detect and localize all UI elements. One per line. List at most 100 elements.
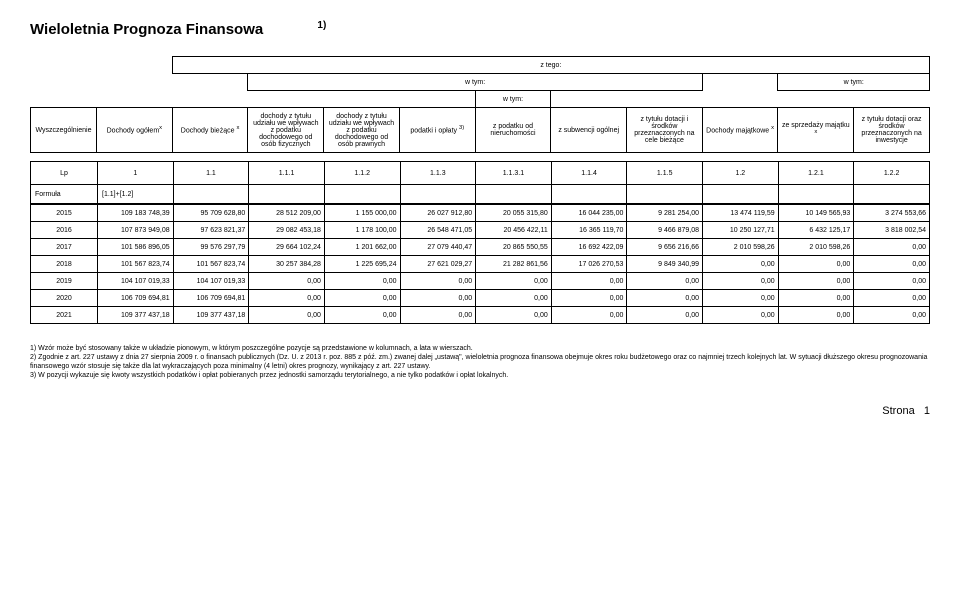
hdr-col5: podatki i opłaty 3) bbox=[399, 108, 475, 153]
data-cell: 9 466 879,08 bbox=[627, 222, 703, 239]
data-table: 2015109 183 748,3995 709 628,8028 512 20… bbox=[30, 204, 930, 324]
lp-cell: 1.1.5 bbox=[627, 162, 703, 185]
data-cell: 0,00 bbox=[324, 273, 400, 290]
footnote-2: 2) Zgodnie z art. 227 ustawy z dnia 27 s… bbox=[30, 353, 930, 371]
hdr-col9: Dochody majątkowe x bbox=[702, 108, 778, 153]
table-row: 2016107 873 949,0897 623 821,3729 082 45… bbox=[31, 222, 930, 239]
data-cell: 6 432 125,17 bbox=[778, 222, 854, 239]
page-number: Strona 1 bbox=[30, 405, 930, 417]
data-cell: 0,00 bbox=[854, 290, 930, 307]
data-cell: 0,00 bbox=[551, 307, 627, 324]
data-cell: 28 512 209,00 bbox=[249, 205, 325, 222]
table-row: 2018101 567 823,74101 567 823,7430 257 3… bbox=[31, 256, 930, 273]
lp-cell: 1.1.2 bbox=[324, 162, 400, 185]
data-cell: 0,00 bbox=[703, 307, 779, 324]
data-cell: 9 281 254,00 bbox=[627, 205, 703, 222]
data-cell: 106 709 694,81 bbox=[98, 290, 174, 307]
data-cell: 16 365 119,70 bbox=[551, 222, 627, 239]
data-cell: 0,00 bbox=[778, 273, 854, 290]
data-cell: 0,00 bbox=[476, 290, 552, 307]
data-cell: 97 623 821,37 bbox=[173, 222, 249, 239]
data-cell: 0,00 bbox=[324, 290, 400, 307]
lp-cell: 1.1.3.1 bbox=[476, 162, 552, 185]
data-cell: 1 201 662,00 bbox=[324, 239, 400, 256]
hdr-col3: dochody z tytułu udziału we wpływach z p… bbox=[248, 108, 324, 153]
data-cell: 21 282 861,56 bbox=[476, 256, 552, 273]
header-z-tego: z tego: bbox=[172, 57, 929, 74]
data-cell: 29 082 453,18 bbox=[249, 222, 325, 239]
data-cell: 101 586 896,05 bbox=[98, 239, 174, 256]
table-row: 2019104 107 019,33104 107 019,330,000,00… bbox=[31, 273, 930, 290]
lp-cell: Lp bbox=[31, 162, 98, 185]
table-row: 2015109 183 748,3995 709 628,8028 512 20… bbox=[31, 205, 930, 222]
data-cell: 9 849 340,99 bbox=[627, 256, 703, 273]
data-cell: 2019 bbox=[31, 273, 98, 290]
data-cell: 10 149 565,93 bbox=[778, 205, 854, 222]
data-cell: 0,00 bbox=[551, 290, 627, 307]
data-cell: 109 183 748,39 bbox=[98, 205, 174, 222]
data-cell: 95 709 628,80 bbox=[173, 205, 249, 222]
header-w-tym-1: w tym: bbox=[248, 74, 702, 91]
data-cell: 104 107 019,33 bbox=[98, 273, 174, 290]
lp-cell: 1.2.1 bbox=[778, 162, 854, 185]
data-cell: 16 692 422,09 bbox=[551, 239, 627, 256]
data-cell: 0,00 bbox=[703, 273, 779, 290]
lp-cell: 1.2.2 bbox=[854, 162, 930, 185]
data-cell: 3 818 002,54 bbox=[854, 222, 930, 239]
data-cell: 109 377 437,18 bbox=[173, 307, 249, 324]
data-cell: 0,00 bbox=[854, 239, 930, 256]
data-cell: 0,00 bbox=[551, 273, 627, 290]
data-cell: 0,00 bbox=[703, 256, 779, 273]
data-cell: 0,00 bbox=[703, 290, 779, 307]
lp-cell: 1.1.3 bbox=[400, 162, 476, 185]
data-cell: 0,00 bbox=[778, 290, 854, 307]
hdr-col7: z subwencji ogólnej bbox=[551, 108, 627, 153]
data-cell: 107 873 949,08 bbox=[98, 222, 174, 239]
data-cell: 9 656 216,66 bbox=[627, 239, 703, 256]
data-cell: 0,00 bbox=[476, 307, 552, 324]
data-cell: 0,00 bbox=[249, 307, 325, 324]
data-cell: 26 027 912,80 bbox=[400, 205, 476, 222]
data-cell: 0,00 bbox=[249, 273, 325, 290]
data-cell: 109 377 437,18 bbox=[98, 307, 174, 324]
data-cell: 0,00 bbox=[627, 290, 703, 307]
data-cell: 3 274 553,66 bbox=[854, 205, 930, 222]
data-cell: 2018 bbox=[31, 256, 98, 273]
data-cell: 99 576 297,79 bbox=[173, 239, 249, 256]
formula-val: [1.1]+[1.2] bbox=[98, 185, 174, 204]
footnotes: 1) Wzór może być stosowany także w układ… bbox=[30, 344, 930, 380]
data-cell: 26 548 471,05 bbox=[400, 222, 476, 239]
hdr-col6: z podatku od nieruchomości bbox=[475, 108, 551, 153]
data-cell: 1 225 695,24 bbox=[324, 256, 400, 273]
lp-table: Lp 1 1.1 1.1.1 1.1.2 1.1.3 1.1.3.1 1.1.4… bbox=[30, 161, 930, 204]
data-cell: 0,00 bbox=[400, 290, 476, 307]
data-cell: 0,00 bbox=[778, 256, 854, 273]
title-sup: 1) bbox=[317, 20, 326, 31]
hdr-col2: Dochody bieżące x bbox=[172, 108, 248, 153]
header-table: z tego: w tym: w tym: w tym: Wyszczególn… bbox=[30, 56, 930, 153]
data-cell: 2 010 598,26 bbox=[703, 239, 779, 256]
data-cell: 1 155 000,00 bbox=[324, 205, 400, 222]
data-cell: 17 026 270,53 bbox=[551, 256, 627, 273]
data-cell: 101 567 823,74 bbox=[98, 256, 174, 273]
data-cell: 0,00 bbox=[400, 307, 476, 324]
lp-cell: 1 bbox=[98, 162, 174, 185]
hdr-col11: z tytułu dotacji oraz środków przeznaczo… bbox=[854, 108, 930, 153]
header-w-tym-2: w tym: bbox=[778, 74, 930, 91]
data-cell: 0,00 bbox=[854, 256, 930, 273]
data-cell: 13 474 119,59 bbox=[703, 205, 779, 222]
lp-row: Lp 1 1.1 1.1.1 1.1.2 1.1.3 1.1.3.1 1.1.4… bbox=[31, 162, 930, 185]
data-cell: 30 257 384,28 bbox=[249, 256, 325, 273]
lp-cell: 1.1.1 bbox=[249, 162, 325, 185]
table-row: 2020106 709 694,81106 709 694,810,000,00… bbox=[31, 290, 930, 307]
lp-cell: 1.1 bbox=[173, 162, 249, 185]
data-cell: 0,00 bbox=[627, 307, 703, 324]
data-cell: 0,00 bbox=[476, 273, 552, 290]
header-w-tym-3: w tym: bbox=[475, 91, 551, 108]
table-row: 2017101 586 896,0599 576 297,7929 664 10… bbox=[31, 239, 930, 256]
data-cell: 0,00 bbox=[854, 273, 930, 290]
data-cell: 20 055 315,80 bbox=[476, 205, 552, 222]
formula-row: Formuła [1.1]+[1.2] bbox=[31, 185, 930, 204]
data-cell: 10 250 127,71 bbox=[703, 222, 779, 239]
lp-cell: 1.2 bbox=[703, 162, 779, 185]
